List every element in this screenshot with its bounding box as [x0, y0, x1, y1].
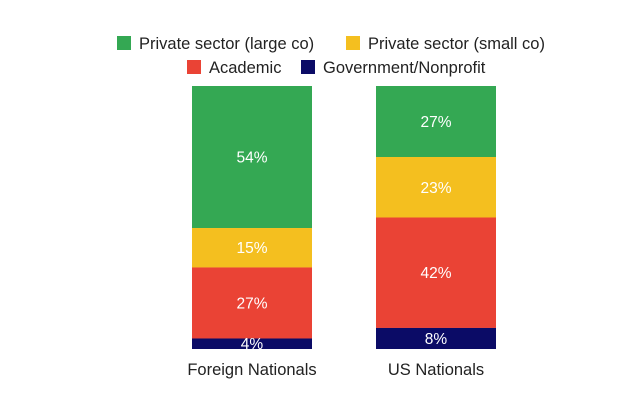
bar-foreign-nationals-private-sector-large-co[interactable]	[192, 86, 312, 229]
category-label-foreign-nationals: Foreign Nationals	[187, 361, 316, 379]
data-label-us-nationals-private-sector-small-co: 23%	[420, 180, 451, 197]
bar-us-nationals-government-nonprofit[interactable]	[376, 327, 496, 349]
bar-foreign-nationals-academic[interactable]	[192, 267, 312, 339]
bar-us-nationals-academic[interactable]	[376, 217, 496, 328]
legend-label-private-small: Private sector (small co)	[368, 35, 545, 53]
legend-swatch-private-large	[117, 36, 131, 50]
data-label-foreign-nationals-academic: 27%	[236, 295, 267, 312]
legend-label-private-large: Private sector (large co)	[139, 35, 314, 53]
category-label-us-nationals: US Nationals	[388, 361, 484, 379]
legend-item-government[interactable]: Government/Nonprofit	[301, 59, 486, 77]
legend-swatch-government	[301, 60, 315, 74]
segment-labels: 54% 15% 27% 4% 27% 23% 42% 8%	[236, 114, 451, 353]
legend: Private sector (large co) Private sector…	[117, 35, 545, 77]
data-label-us-nationals-academic: 42%	[420, 265, 451, 282]
legend-item-academic[interactable]: Academic	[187, 59, 281, 77]
bars	[192, 86, 496, 349]
legend-label-academic: Academic	[209, 59, 281, 77]
data-label-foreign-nationals-private-sector-large-co: 54%	[236, 150, 267, 167]
data-label-us-nationals-government-nonprofit: 8%	[425, 331, 448, 348]
bar-us-nationals-private-sector-large-co[interactable]	[376, 86, 496, 158]
bar-us-nationals-private-sector-small-co[interactable]	[376, 157, 496, 218]
legend-item-private-large[interactable]: Private sector (large co)	[117, 35, 314, 53]
legend-label-government: Government/Nonprofit	[323, 59, 486, 77]
legend-swatch-academic	[187, 60, 201, 74]
data-label-foreign-nationals-private-sector-small-co: 15%	[236, 240, 267, 257]
bar-foreign-nationals-private-sector-small-co[interactable]	[192, 228, 312, 268]
data-label-us-nationals-private-sector-large-co: 27%	[420, 114, 451, 131]
category-labels: Foreign Nationals US Nationals	[187, 361, 484, 379]
data-label-foreign-nationals-government-nonprofit: 4%	[241, 336, 264, 353]
legend-item-private-small[interactable]: Private sector (small co)	[346, 35, 545, 53]
legend-swatch-private-small	[346, 36, 360, 50]
bar-foreign-nationals-government-nonprofit[interactable]	[192, 338, 312, 349]
